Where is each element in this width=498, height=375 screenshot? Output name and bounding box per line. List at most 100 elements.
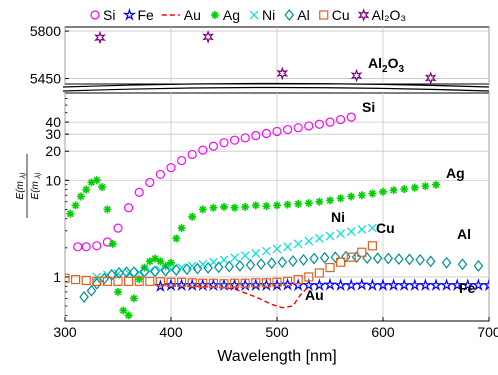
y-tick-label-lower: 10 xyxy=(45,172,61,188)
legend-label: Si xyxy=(103,7,115,23)
data-point-ag xyxy=(209,203,218,212)
data-point-ni xyxy=(272,244,282,254)
data-point-si xyxy=(251,130,261,141)
data-point-ag xyxy=(357,191,366,200)
data-point-al xyxy=(92,277,102,290)
data-point-ag xyxy=(167,258,175,267)
data-point-al xyxy=(415,253,425,266)
data-point-al xyxy=(224,260,235,273)
data-point-ag xyxy=(71,201,80,210)
data-point-fe xyxy=(429,278,443,292)
data-point-ni xyxy=(261,246,271,256)
data-point-fe xyxy=(302,278,316,292)
data-point-si xyxy=(219,138,229,148)
data-point-ag xyxy=(410,183,419,192)
data-point-ag xyxy=(262,202,271,211)
data-point-ni xyxy=(325,231,335,241)
x-tick-label: 600 xyxy=(371,324,395,340)
data-point-fe xyxy=(259,278,274,292)
data-point-cu xyxy=(134,276,144,286)
data-point-al xyxy=(473,259,484,272)
data-point-al xyxy=(256,258,266,270)
legend-label: Al₂O₃ xyxy=(372,7,406,23)
series-label-au: Au xyxy=(305,287,324,303)
data-point-si xyxy=(304,121,314,131)
series-label-al2o3: Al2O3 xyxy=(368,55,404,75)
legend-label: Al xyxy=(297,7,309,23)
data-point-si xyxy=(261,128,271,139)
data-point-si xyxy=(113,223,123,233)
lower-grid xyxy=(64,93,490,321)
data-point-cu xyxy=(314,268,324,278)
data-point-al xyxy=(139,265,150,278)
data-point-ag xyxy=(82,185,91,194)
legend-item-al2o3: Al₂O₃ xyxy=(357,7,406,23)
data-point-al xyxy=(79,291,89,303)
data-point-cu xyxy=(240,278,250,288)
data-point-si xyxy=(134,187,144,197)
data-point-fe xyxy=(461,278,475,292)
data-point-ni xyxy=(219,255,229,265)
data-point-ag xyxy=(76,192,85,201)
data-point-al xyxy=(160,264,171,277)
data-point-fe xyxy=(185,278,199,292)
data-point-si xyxy=(346,112,356,122)
data-point-ni xyxy=(283,242,293,252)
series-line-au xyxy=(171,285,310,309)
data-point-fe xyxy=(471,278,486,292)
data-point-ag xyxy=(241,202,250,211)
data-point-fe xyxy=(450,278,464,292)
data-point-si xyxy=(198,145,208,155)
data-point-al xyxy=(372,252,383,265)
data-point-cu xyxy=(293,274,303,285)
data-point-ag xyxy=(177,224,186,233)
data-point-al2o3 xyxy=(202,30,214,44)
x-tick-label: 400 xyxy=(159,324,183,340)
data-point-si xyxy=(293,123,303,133)
data-point-al xyxy=(86,284,97,297)
data-point-al2o3 xyxy=(94,30,106,45)
data-point-ag xyxy=(98,183,107,192)
y-tick-label-lower: 30 xyxy=(45,126,61,142)
data-point-al xyxy=(383,252,394,265)
data-point-ni xyxy=(357,225,367,234)
data-point-cu xyxy=(283,276,293,286)
x-tick-label: 500 xyxy=(265,324,289,340)
legend-swatch xyxy=(319,10,329,20)
data-point-si xyxy=(92,241,102,251)
data-point-ni xyxy=(240,251,250,261)
data-point-si xyxy=(166,163,176,173)
data-point-fe xyxy=(408,278,422,292)
legend-swatch xyxy=(357,8,370,22)
data-point-fe xyxy=(344,278,358,292)
data-point-ni xyxy=(336,229,346,239)
data-point-cu xyxy=(357,247,367,257)
data-point-ag xyxy=(421,182,430,191)
axis-break-line-top xyxy=(62,82,490,88)
data-point-ag xyxy=(119,306,128,315)
data-point-fe xyxy=(196,278,210,292)
data-point-ag xyxy=(251,201,260,210)
data-point-al xyxy=(330,251,341,264)
data-point-cu xyxy=(123,276,134,286)
data-point-cu xyxy=(198,278,208,288)
data-point-ag xyxy=(283,200,292,209)
data-point-al xyxy=(203,261,213,274)
data-point-al xyxy=(213,261,224,274)
legend-swatch xyxy=(249,10,259,20)
data-point-fe xyxy=(206,278,221,292)
data-point-ag xyxy=(326,196,334,205)
y-tick-label-lower: 20 xyxy=(45,143,61,159)
data-point-al xyxy=(171,264,182,276)
data-point-cu xyxy=(70,274,81,285)
legend-item-au: Au xyxy=(161,7,201,23)
data-point-ag xyxy=(273,201,281,210)
data-point-si xyxy=(187,149,197,160)
data-point-al xyxy=(309,252,319,265)
data-point-ag xyxy=(151,254,160,263)
data-point-al xyxy=(341,250,351,263)
legend-label: Fe xyxy=(137,7,154,23)
data-point-ni xyxy=(293,239,303,249)
series-label-al: Al xyxy=(457,226,471,242)
data-point-al xyxy=(441,256,452,269)
